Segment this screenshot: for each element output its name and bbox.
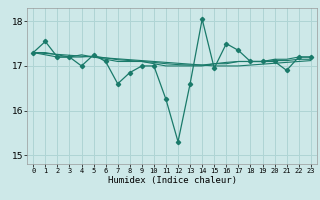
- X-axis label: Humidex (Indice chaleur): Humidex (Indice chaleur): [108, 176, 236, 185]
